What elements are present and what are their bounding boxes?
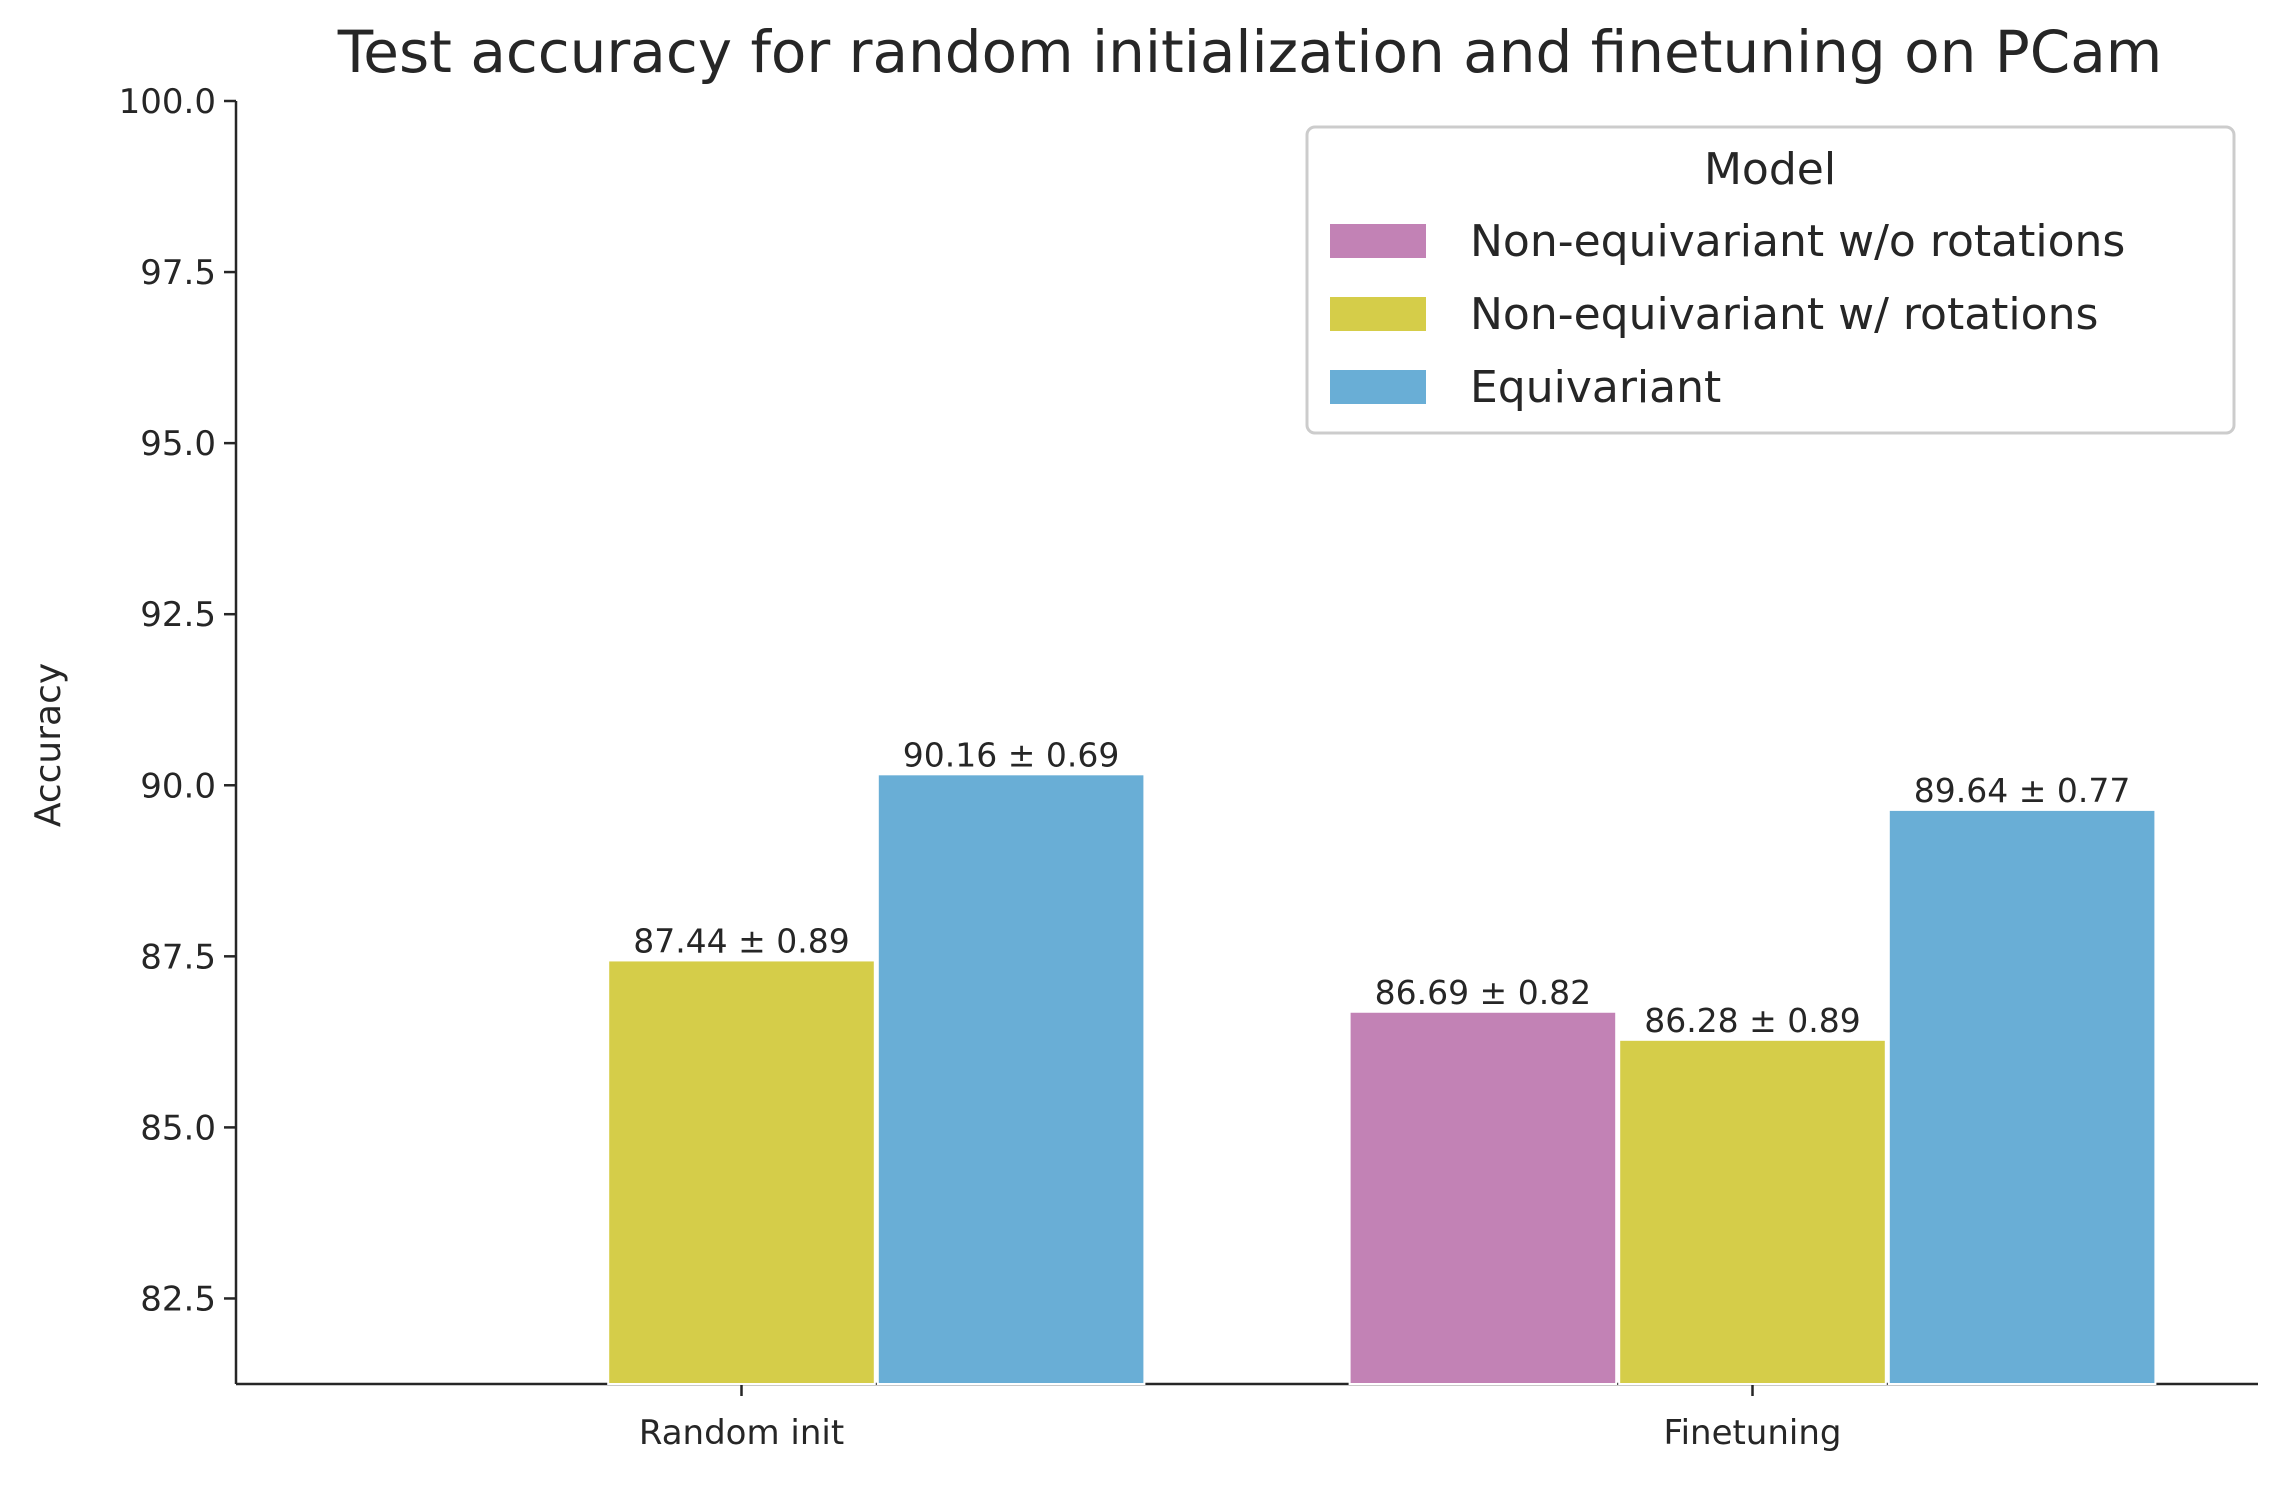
bar-value-label: 86.69 ± 0.82 (1375, 973, 1592, 1012)
legend-frame (1305, 125, 2236, 435)
legend-swatch (1330, 297, 1426, 331)
bar (1618, 1038, 1887, 1385)
bar-value-label: 90.16 ± 0.69 (903, 735, 1120, 774)
y-tick-label: 85.0 (140, 1108, 216, 1148)
y-axis-label: Accuracy (28, 663, 69, 827)
bar-value-label: 87.44 ± 0.89 (633, 921, 850, 960)
x-tick-label: Random init (639, 1413, 844, 1453)
bar (607, 959, 876, 1385)
y-tick-label: 82.5 (140, 1279, 216, 1319)
y-tick-label: 90.0 (140, 766, 216, 806)
x-tick-label: Finetuning (1663, 1413, 1841, 1453)
legend-swatch (1330, 224, 1426, 258)
plot-area: 82.5 85.0 87.5 90.0 92.5 95.0 97.5 100.0 Random … (119, 82, 2258, 1453)
legend-swatch (1330, 370, 1426, 404)
bar-value-label: 89.64 ± 0.77 (1914, 771, 2131, 810)
legend-entry-label: Non-equivariant w/o rotations (1470, 216, 2125, 267)
legend: Model Non-equivariant w/o rotations Non-e… (1305, 125, 2236, 435)
bar (1348, 1010, 1618, 1385)
y-tick-label: 95.0 (140, 424, 216, 464)
legend-title: Model (1704, 144, 1836, 195)
y-tick-label: 100.0 (119, 82, 216, 122)
bar (876, 773, 1146, 1385)
y-tick-label: 97.5 (140, 253, 216, 293)
y-tick-label: 87.5 (140, 937, 216, 977)
bar-value-label: 86.28 ± 0.89 (1644, 1001, 1861, 1040)
bar (1887, 808, 2157, 1385)
chart-title: Test accuracy for random initialization … (337, 18, 2163, 86)
legend-entry-label: Non-equivariant w/ rotations (1470, 289, 2098, 340)
y-tick-label: 92.5 (140, 595, 216, 635)
legend-entry-label: Equivariant (1470, 362, 1721, 413)
